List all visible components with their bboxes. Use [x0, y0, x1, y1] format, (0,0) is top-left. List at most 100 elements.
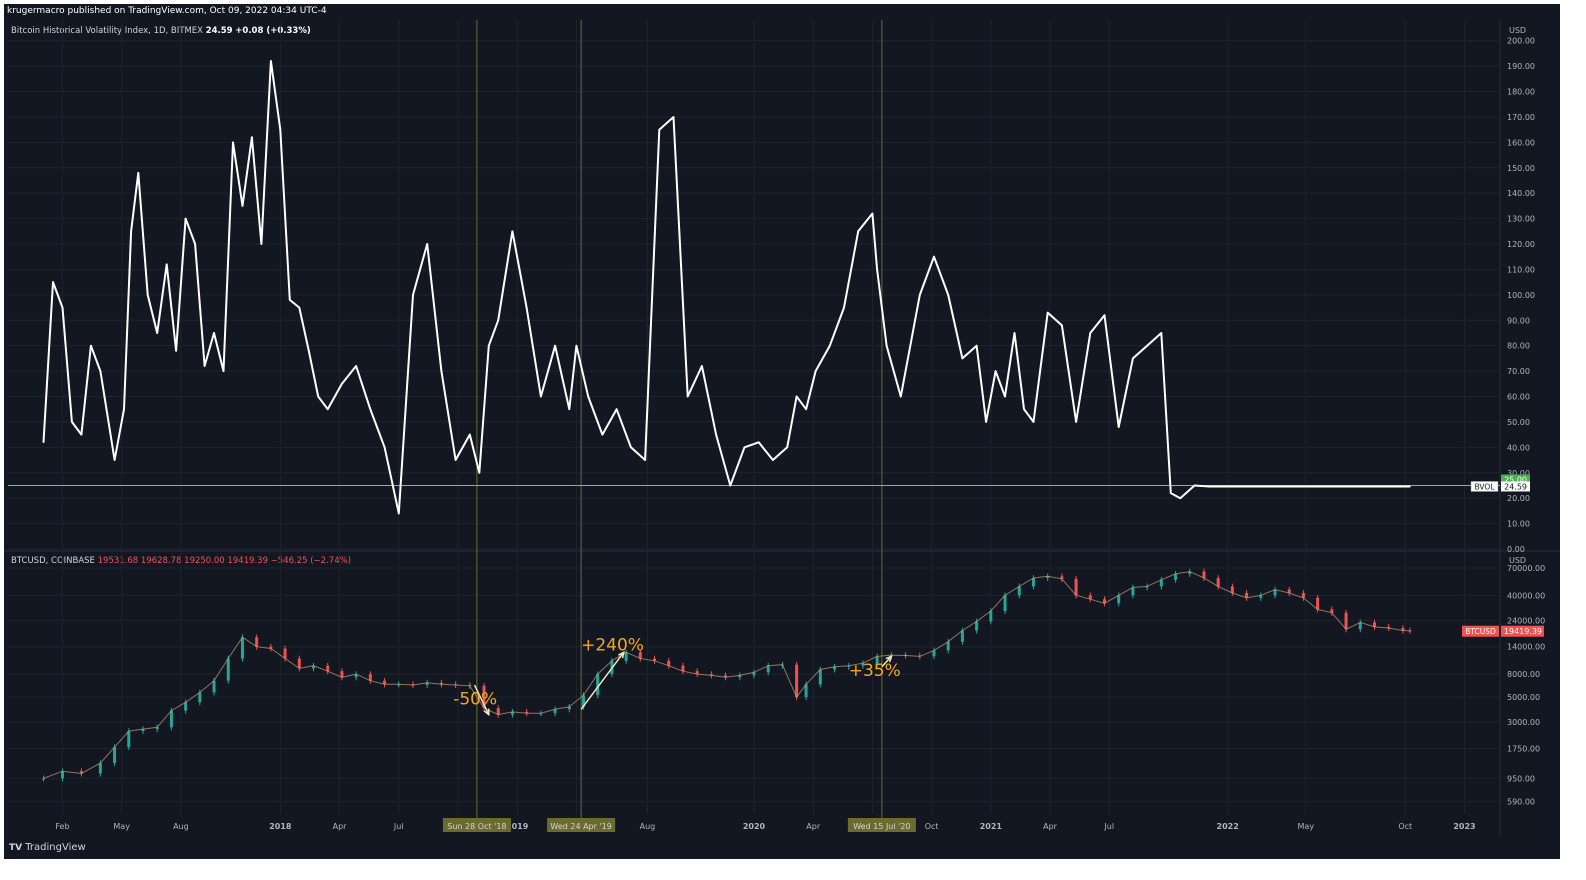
btc-candle — [653, 658, 657, 661]
btc-candle — [795, 664, 799, 698]
btc-candle — [184, 702, 188, 711]
btc-candle — [155, 727, 159, 730]
btc-candle — [1259, 595, 1263, 598]
bvol-point — [1409, 485, 1411, 488]
time-tick-label: 2019 — [506, 822, 529, 831]
btc-candle — [60, 771, 64, 779]
bvol-y-tick: 20.00 — [1507, 494, 1530, 503]
bvol-point — [828, 344, 831, 347]
time-tick-label: Aug — [173, 822, 189, 831]
bvol-point — [1160, 332, 1163, 334]
bvol-point — [772, 459, 774, 461]
btc-candle — [42, 778, 46, 780]
btc-candle — [1330, 609, 1334, 613]
bvol-y-tick: 180.00 — [1507, 88, 1535, 97]
time-tick-label: Oct — [925, 822, 939, 831]
bvol-point — [1274, 485, 1276, 488]
bvol-point — [184, 217, 187, 220]
bvol-point — [1321, 485, 1324, 488]
bvol-point — [222, 370, 225, 372]
annotation-arrowhead-2 — [885, 655, 893, 663]
btc-candle — [861, 663, 865, 666]
bvol-point — [175, 349, 177, 352]
bvol-y-tick: 140.00 — [1507, 189, 1535, 198]
bvol-point — [146, 294, 149, 296]
bvol-point — [644, 459, 646, 461]
btc-candle — [1159, 579, 1163, 587]
btc-candle — [1216, 578, 1220, 587]
bvol-point — [743, 446, 746, 449]
bvol-point — [90, 344, 92, 347]
btc-candle — [847, 665, 851, 667]
btc-candle — [198, 692, 202, 703]
btc-y-tick: 24000.00 — [1507, 616, 1545, 625]
bvol-point — [1312, 485, 1314, 488]
btc-candle — [596, 674, 600, 696]
btc-last-tag-text: 19419.39 — [1504, 627, 1542, 636]
bvol-y-tick: 110.00 — [1507, 265, 1535, 274]
bvol-point — [42, 441, 45, 444]
btc-y-tick: 3000.00 — [1507, 718, 1540, 727]
annotation-arrow-1 — [580, 651, 625, 710]
bvol-axis-unit: USD — [1509, 26, 1526, 35]
annotation-label-0: -50% — [453, 690, 497, 710]
btc-candle — [709, 674, 713, 676]
bvol-point — [1359, 485, 1362, 488]
btc-axis-unit: USD — [1509, 556, 1526, 565]
btc-candle — [1316, 597, 1320, 610]
bvol-point — [123, 408, 125, 411]
bvol-point — [511, 230, 514, 233]
bvol-point — [440, 370, 443, 372]
time-tick-label: 2022 — [1217, 822, 1239, 831]
btc-candle — [818, 669, 822, 685]
btc-candle — [875, 656, 879, 664]
event-date-box-1 — [547, 818, 616, 832]
annotation-label-1: +240% — [581, 635, 644, 655]
btc-candle — [1287, 589, 1291, 593]
bvol-point — [99, 370, 102, 372]
bvol-y-tick: 90.00 — [1507, 316, 1530, 325]
bvol-y-tick: 70.00 — [1507, 367, 1530, 376]
btc-close-line — [43, 571, 1411, 779]
bvol-point — [397, 512, 400, 515]
btc-y-tick: 950.00 — [1507, 774, 1535, 783]
bvol-point — [130, 230, 132, 233]
btc-y-tick: 590.00 — [1507, 798, 1535, 807]
bvol-point — [52, 281, 54, 283]
bvol-point — [658, 128, 661, 131]
bvol-point — [630, 446, 632, 449]
btc-candle — [354, 674, 358, 678]
btc-candle — [1174, 573, 1178, 580]
bvol-point — [203, 365, 206, 367]
time-tick-label: Apr — [806, 822, 821, 831]
bvol-y-tick: 40.00 — [1507, 443, 1530, 452]
bvol-point — [1013, 332, 1016, 334]
btc-candle — [667, 660, 671, 666]
bvol-point — [1245, 485, 1248, 488]
bvol-last-tag-text: 24.59 — [1504, 482, 1527, 491]
btc-candle — [624, 652, 628, 661]
bvol-point — [1288, 485, 1291, 488]
btc-candle — [1408, 630, 1412, 632]
bvol-point — [113, 459, 116, 461]
bvol-legend: Bitcoin Historical Volatility Index, 1D,… — [11, 26, 311, 36]
bvol-point — [795, 395, 798, 398]
time-tick-label: 2023 — [1453, 822, 1475, 831]
annotation-arrowhead-0 — [483, 708, 490, 717]
bvol-point — [1089, 332, 1092, 334]
bvol-y-tick: 170.00 — [1507, 113, 1535, 122]
btc-candle — [226, 658, 230, 681]
btc-candle — [1387, 626, 1391, 629]
btc-last-tag — [1501, 625, 1544, 637]
bvol-point — [814, 370, 817, 372]
bvol-point — [568, 408, 571, 411]
bvol-level-tag — [1501, 474, 1530, 485]
bvol-point — [757, 441, 760, 444]
bvol-point — [554, 344, 556, 347]
annotation-arrow-2 — [881, 655, 892, 668]
bvol-point — [587, 395, 590, 398]
bvol-level-tag-text: 25.00 — [1504, 475, 1527, 484]
bvol-point — [1302, 485, 1305, 488]
btc-candle — [539, 713, 543, 715]
